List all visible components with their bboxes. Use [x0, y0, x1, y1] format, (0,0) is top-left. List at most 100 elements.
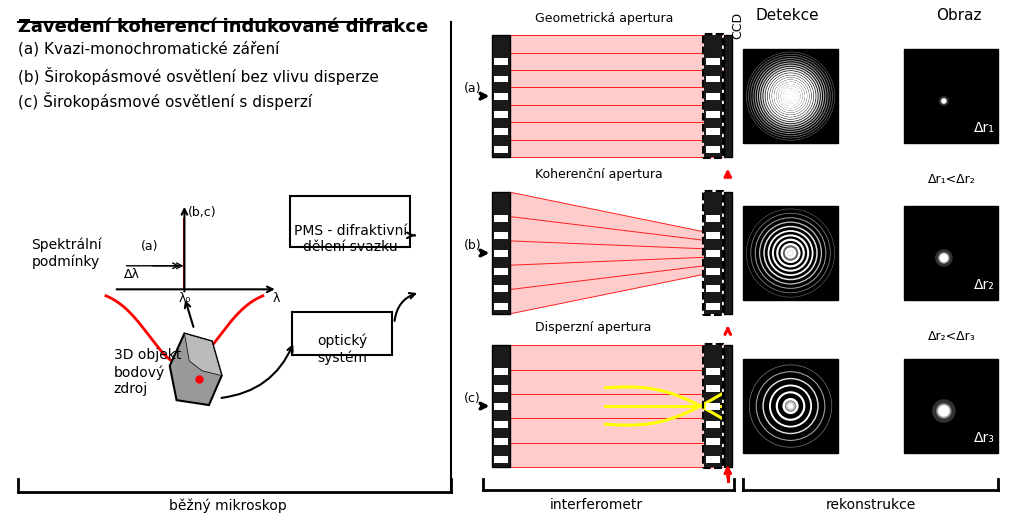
Bar: [703, 34, 723, 158]
Text: Obraz: Obraz: [937, 8, 982, 23]
Bar: [707, 58, 720, 65]
Text: Δr₂<Δr₃: Δr₂<Δr₃: [928, 329, 975, 342]
Circle shape: [932, 399, 955, 423]
Bar: [292, 312, 392, 355]
Bar: [707, 456, 720, 463]
Text: Spektrální
podmínky: Spektrální podmínky: [32, 237, 102, 269]
Text: (c): (c): [464, 392, 480, 405]
Bar: [707, 76, 720, 82]
Bar: [495, 128, 508, 135]
Circle shape: [787, 250, 794, 256]
Bar: [707, 128, 720, 135]
Bar: [743, 206, 838, 300]
Bar: [707, 403, 720, 410]
Polygon shape: [510, 192, 722, 314]
Circle shape: [787, 93, 794, 99]
Circle shape: [790, 405, 792, 408]
Bar: [904, 359, 998, 453]
Bar: [495, 421, 508, 428]
Text: (b): (b): [464, 238, 481, 252]
Circle shape: [785, 248, 796, 258]
Bar: [724, 192, 732, 314]
Bar: [707, 146, 720, 153]
Bar: [904, 49, 998, 143]
Bar: [495, 368, 508, 375]
Bar: [493, 192, 510, 314]
Bar: [495, 58, 508, 65]
Polygon shape: [510, 345, 722, 467]
Bar: [743, 49, 838, 143]
Circle shape: [936, 403, 951, 418]
Bar: [495, 303, 508, 310]
Text: PMS - difraktivní
dělení svazku: PMS - difraktivní dělení svazku: [294, 224, 407, 254]
Bar: [291, 196, 410, 247]
Circle shape: [939, 96, 949, 106]
Circle shape: [941, 99, 946, 103]
Text: Detekce: Detekce: [756, 8, 819, 23]
Text: běžný mikroskop: běžný mikroskop: [169, 498, 287, 513]
Bar: [724, 345, 732, 467]
Text: (a): (a): [464, 82, 481, 95]
Bar: [495, 438, 508, 445]
Circle shape: [939, 253, 948, 262]
Bar: [495, 146, 508, 153]
Bar: [703, 191, 723, 315]
Bar: [707, 268, 720, 274]
Bar: [707, 111, 720, 118]
Circle shape: [941, 98, 947, 104]
Bar: [707, 285, 720, 292]
Text: Δr₃: Δr₃: [974, 431, 994, 445]
Bar: [495, 456, 508, 463]
Bar: [904, 206, 998, 300]
Bar: [724, 35, 732, 157]
Circle shape: [938, 405, 949, 417]
Bar: [495, 285, 508, 292]
Bar: [707, 386, 720, 392]
Bar: [705, 345, 722, 467]
Text: (a) Kvazi-monochromatické záření: (a) Kvazi-monochromatické záření: [17, 41, 280, 57]
Bar: [705, 35, 722, 157]
Text: optický
systém: optický systém: [317, 334, 368, 365]
Bar: [707, 421, 720, 428]
Circle shape: [790, 95, 792, 98]
Polygon shape: [510, 35, 722, 157]
Bar: [495, 93, 508, 100]
Bar: [707, 438, 720, 445]
Bar: [493, 345, 510, 467]
Bar: [495, 250, 508, 257]
Circle shape: [938, 252, 949, 264]
Bar: [707, 215, 720, 222]
Bar: [707, 368, 720, 375]
Bar: [705, 192, 722, 314]
Text: Δr₁<Δr₂: Δr₁<Δr₂: [928, 173, 975, 186]
Text: interferometr: interferometr: [550, 498, 643, 512]
Text: λ₀: λ₀: [178, 292, 190, 305]
Text: (b) Širokopásmové osvětlení bez vlivu disperze: (b) Širokopásmové osvětlení bez vlivu di…: [17, 67, 379, 85]
Text: (a): (a): [141, 240, 159, 253]
Bar: [707, 93, 720, 100]
Bar: [495, 386, 508, 392]
Circle shape: [782, 88, 799, 104]
Circle shape: [785, 91, 796, 101]
Text: Geometrická apertura: Geometrická apertura: [535, 11, 673, 25]
Bar: [707, 250, 720, 257]
Bar: [495, 232, 508, 240]
Bar: [703, 344, 723, 468]
Text: Δr₂: Δr₂: [974, 278, 994, 292]
Text: (c) Širokopásmové osvětlení s disperzí: (c) Širokopásmové osvětlení s disperzí: [17, 92, 312, 110]
Bar: [707, 303, 720, 310]
Text: bodový
zdroj: bodový zdroj: [114, 365, 165, 396]
Bar: [743, 359, 838, 453]
Text: Δλ: Δλ: [124, 268, 139, 281]
Bar: [707, 232, 720, 240]
Circle shape: [785, 401, 796, 411]
Text: CCD: CCD: [731, 12, 744, 39]
Bar: [495, 215, 508, 222]
Circle shape: [790, 251, 792, 254]
Bar: [493, 35, 510, 157]
Bar: [495, 403, 508, 410]
Polygon shape: [170, 334, 221, 405]
Bar: [495, 76, 508, 82]
Circle shape: [935, 249, 952, 267]
Text: rekonstrukce: rekonstrukce: [825, 498, 916, 512]
